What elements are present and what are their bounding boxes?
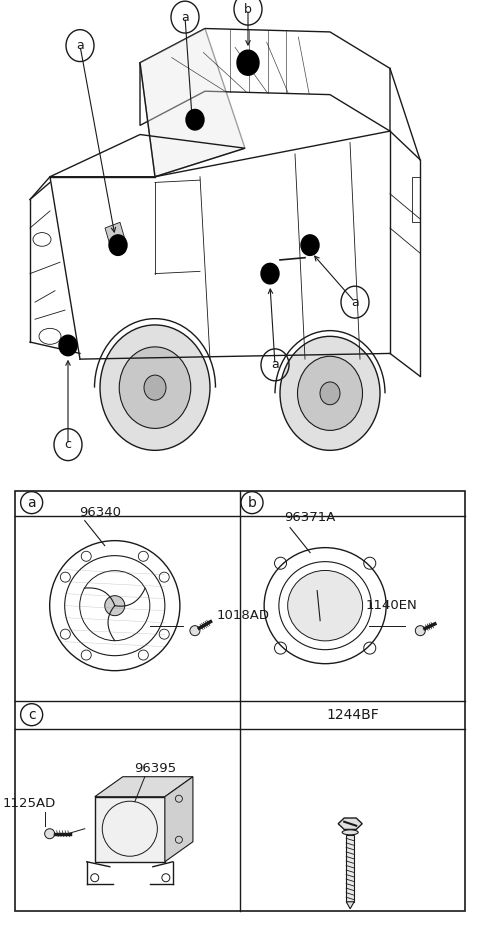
Text: 1018AD: 1018AD bbox=[217, 610, 270, 623]
Text: a: a bbox=[271, 358, 279, 371]
Ellipse shape bbox=[342, 830, 358, 835]
Polygon shape bbox=[165, 777, 193, 862]
Text: a: a bbox=[76, 39, 84, 52]
Polygon shape bbox=[95, 777, 193, 796]
Text: 1140EN: 1140EN bbox=[365, 599, 417, 612]
Polygon shape bbox=[346, 902, 354, 908]
Text: 96340: 96340 bbox=[79, 506, 121, 519]
Circle shape bbox=[237, 50, 259, 75]
Circle shape bbox=[186, 109, 204, 130]
Circle shape bbox=[100, 325, 210, 450]
Circle shape bbox=[320, 382, 340, 405]
Circle shape bbox=[298, 356, 362, 430]
Text: c: c bbox=[64, 438, 72, 451]
Circle shape bbox=[144, 376, 166, 401]
Circle shape bbox=[190, 625, 200, 635]
Polygon shape bbox=[346, 835, 354, 902]
Text: b: b bbox=[248, 496, 256, 510]
Text: a: a bbox=[351, 296, 359, 309]
Circle shape bbox=[261, 264, 279, 284]
Circle shape bbox=[109, 235, 127, 255]
Ellipse shape bbox=[288, 571, 362, 641]
Text: a: a bbox=[181, 10, 189, 24]
Circle shape bbox=[59, 335, 77, 356]
Circle shape bbox=[105, 596, 125, 616]
Polygon shape bbox=[338, 818, 362, 830]
Circle shape bbox=[280, 337, 380, 450]
Circle shape bbox=[119, 347, 191, 428]
Polygon shape bbox=[105, 222, 125, 245]
Bar bbox=[95, 796, 165, 862]
Text: 96395: 96395 bbox=[134, 762, 176, 775]
Text: 96371A: 96371A bbox=[285, 512, 336, 524]
Polygon shape bbox=[140, 29, 245, 177]
Text: a: a bbox=[27, 496, 36, 510]
Bar bbox=[412, 177, 420, 222]
Text: c: c bbox=[28, 708, 36, 722]
Text: b: b bbox=[244, 3, 252, 16]
Circle shape bbox=[415, 625, 425, 635]
Circle shape bbox=[301, 235, 319, 255]
Circle shape bbox=[45, 829, 55, 839]
Text: 1244BF: 1244BF bbox=[326, 708, 379, 722]
Text: 1125AD: 1125AD bbox=[3, 797, 56, 810]
